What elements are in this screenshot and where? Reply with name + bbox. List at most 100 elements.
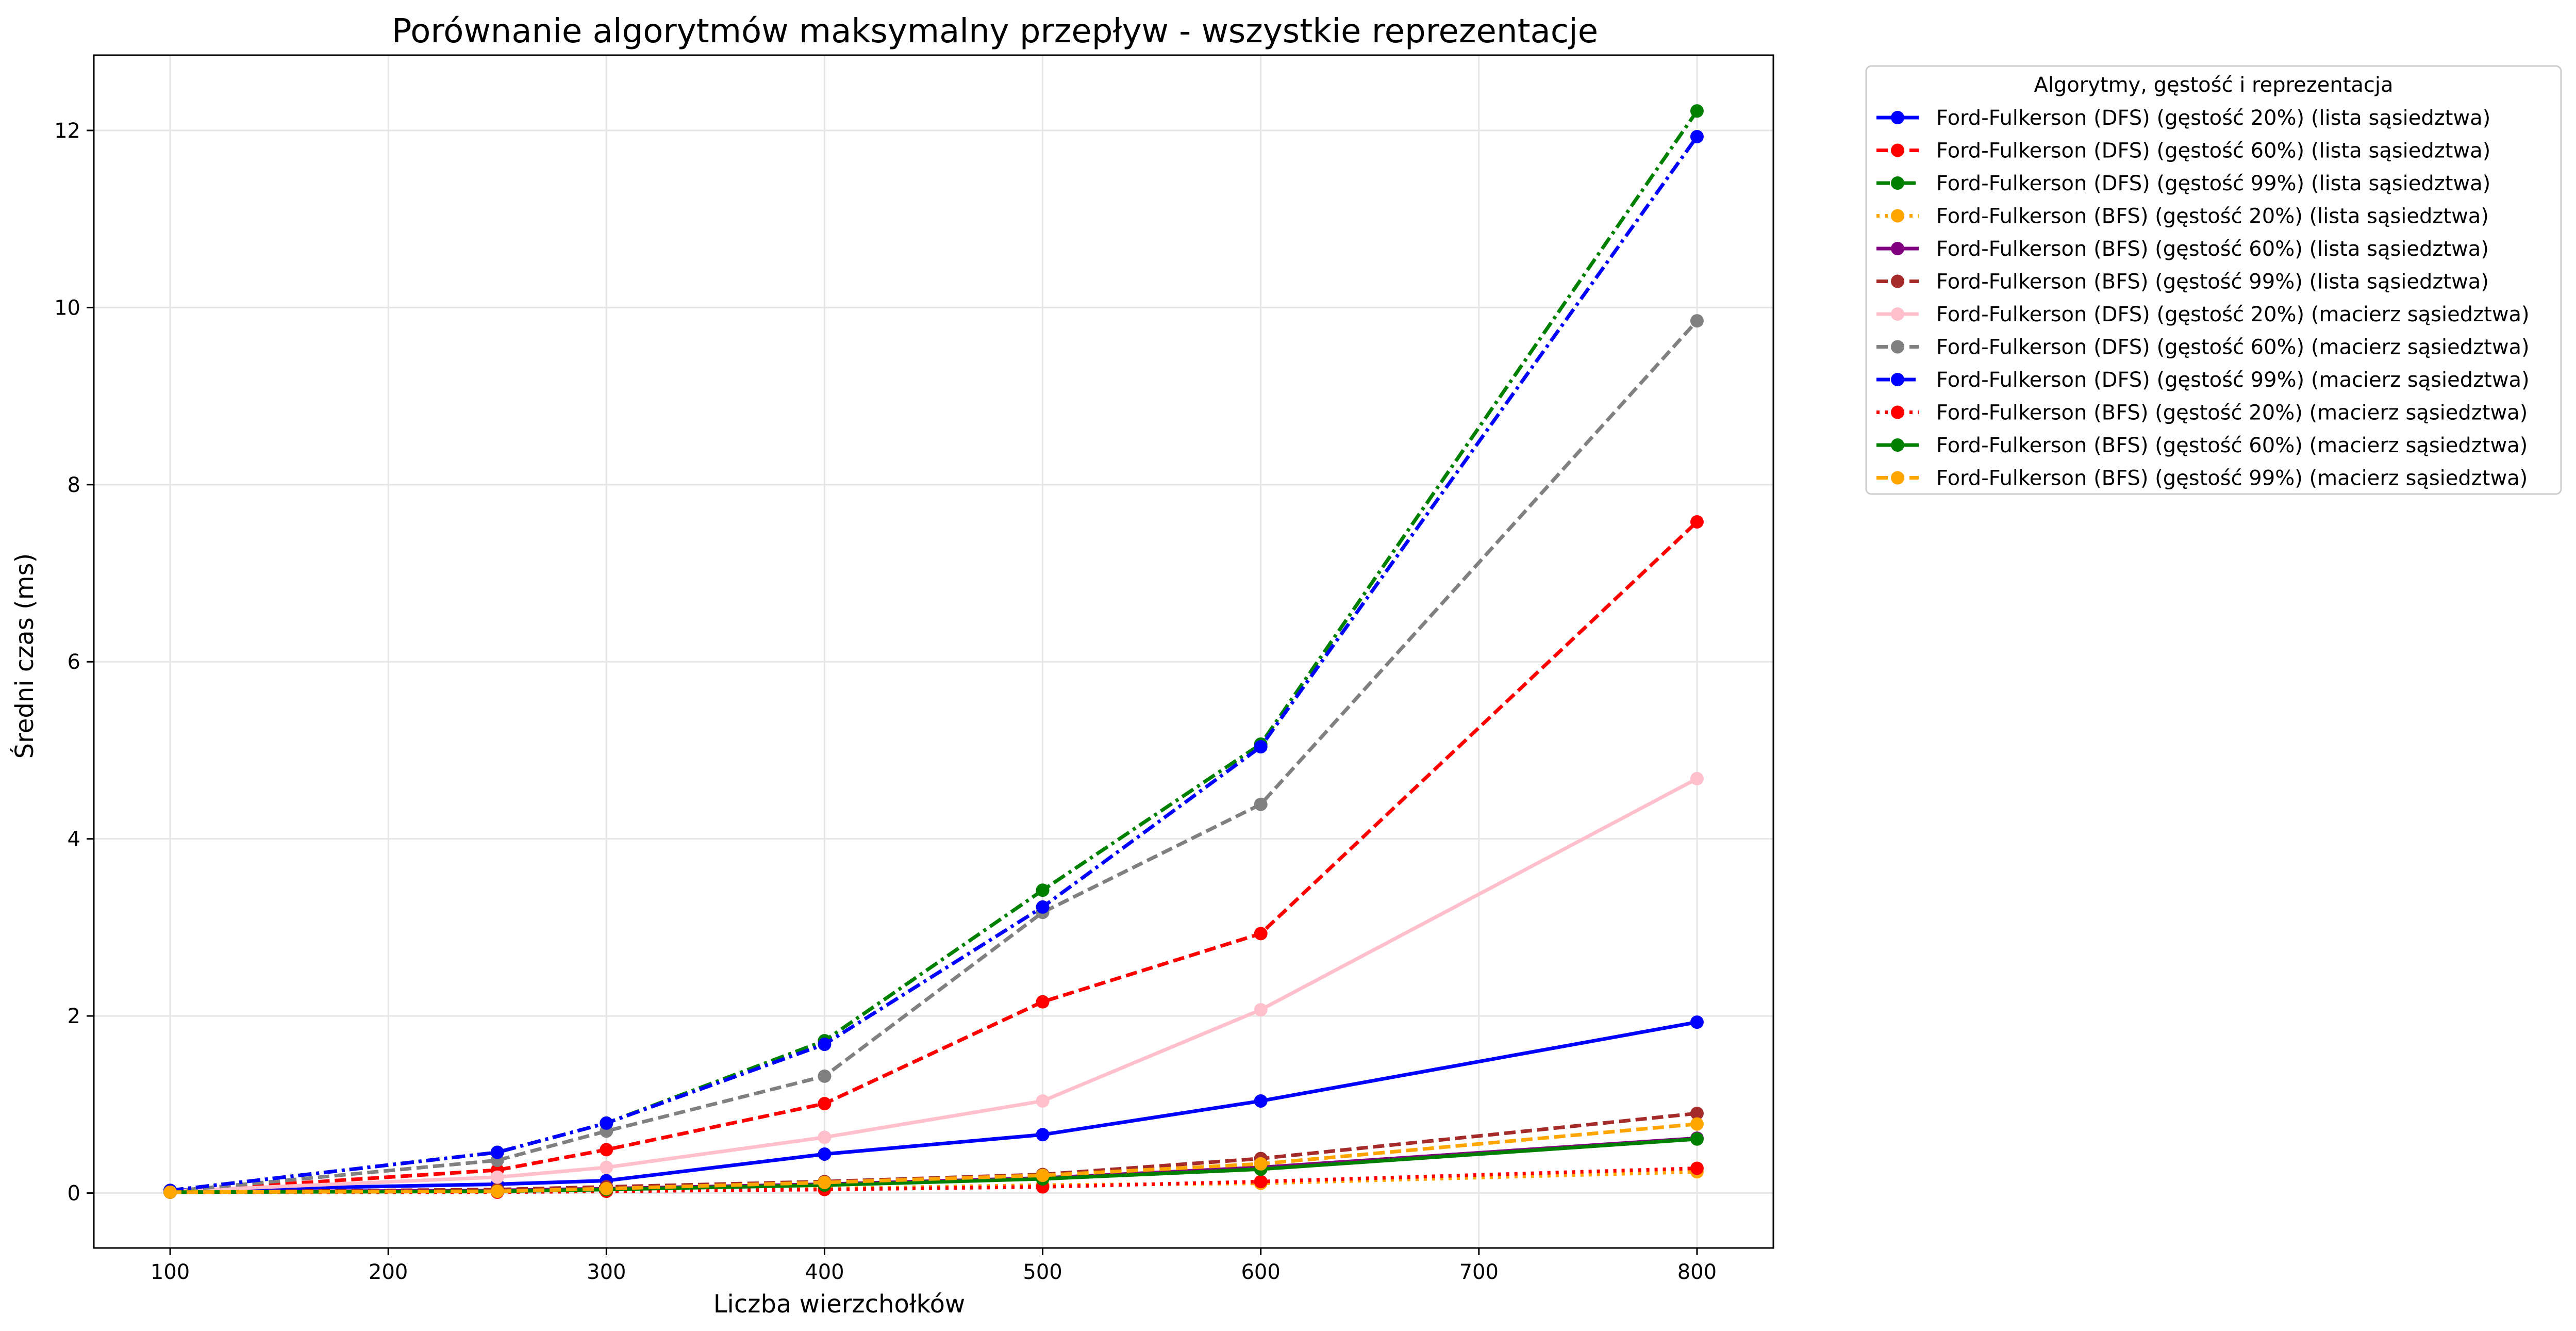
ticks: 100 200 300 400 500 600 700 800 0 2 4 6 8 10 12: [54, 119, 1717, 1284]
series-9: [163, 129, 1704, 1197]
plot-frame: [93, 54, 1774, 1249]
data-point: [490, 1145, 504, 1159]
data-point: [1254, 1157, 1268, 1171]
legend-label: Ford-Fulkerson (DFS) (gęstość 20%) (maci…: [1936, 303, 2530, 326]
series-12: [163, 1117, 1704, 1199]
series-3: [163, 104, 1704, 1197]
y-tick-label: 2: [68, 1005, 80, 1028]
legend-item: Ford-Fulkerson (DFS) (gęstość 60%) (maci…: [1876, 336, 2530, 359]
data-point: [1254, 740, 1268, 754]
data-point: [600, 1181, 613, 1195]
data-point: [1036, 1128, 1050, 1142]
y-tick-label: 12: [54, 119, 80, 143]
legend-item: Ford-Fulkerson (DFS) (gęstość 60%) (list…: [1876, 139, 2490, 163]
legend-label: Ford-Fulkerson (DFS) (gęstość 20%) (list…: [1936, 106, 2490, 130]
data-point: [163, 1185, 177, 1199]
data-point: [1036, 995, 1050, 1009]
y-axis-label: Średni czas (ms): [10, 553, 39, 759]
data-point: [1690, 771, 1704, 785]
data-point: [1690, 314, 1704, 328]
series-8: [163, 314, 1704, 1198]
legend-item: Ford-Fulkerson (BFS) (gęstość 99%) (maci…: [1876, 467, 2528, 490]
series-line: [170, 135, 1699, 1192]
data-point: [1036, 900, 1050, 914]
data-point: [1690, 1161, 1704, 1175]
y-tick-label: 4: [68, 828, 80, 851]
x-tick-label: 100: [151, 1260, 190, 1284]
data-point: [818, 1130, 832, 1144]
legend-marker: [1891, 307, 1904, 321]
legend-label: Ford-Fulkerson (DFS) (gęstość 99%) (list…: [1936, 172, 2490, 195]
legend-box: [1865, 65, 2562, 495]
legend-item: Ford-Fulkerson (BFS) (gęstość 20%) (maci…: [1876, 401, 2528, 425]
x-tick-label: 400: [805, 1260, 844, 1284]
series-layer: [163, 104, 1704, 1199]
legend: Algorytmy, gęstość i reprezentacja Ford-…: [1865, 65, 2562, 495]
data-point: [1690, 1015, 1704, 1029]
data-point: [818, 1097, 832, 1111]
data-point: [1254, 927, 1268, 941]
legend-marker: [1891, 242, 1904, 255]
x-tick-label: 600: [1241, 1260, 1280, 1284]
data-point: [1254, 797, 1268, 811]
data-point: [1690, 129, 1704, 143]
data-point: [818, 1175, 832, 1189]
legend-marker: [1891, 209, 1904, 223]
x-axis-label: Liczba wierzchołków: [713, 1290, 965, 1319]
series-line: [170, 777, 1698, 1193]
data-point: [1690, 1117, 1704, 1131]
x-tick-label: 800: [1677, 1260, 1717, 1284]
legend-label: Ford-Fulkerson (BFS) (gęstość 20%) (maci…: [1936, 401, 2528, 425]
legend-item: Ford-Fulkerson (BFS) (gęstość 20%) (list…: [1876, 205, 2489, 228]
legend-item: Ford-Fulkerson (BFS) (gęstość 60%) (list…: [1876, 237, 2489, 261]
legend-marker: [1891, 471, 1904, 485]
data-point: [818, 1038, 832, 1051]
data-point: [818, 1069, 832, 1083]
x-tick-label: 500: [1023, 1260, 1062, 1284]
legend-item: Ford-Fulkerson (BFS) (gęstość 60%) (maci…: [1876, 434, 2528, 457]
legend-label: Ford-Fulkerson (BFS) (gęstość 60%) (maci…: [1936, 434, 2528, 457]
y-tick-label: 0: [68, 1182, 80, 1206]
legend-marker: [1891, 111, 1904, 124]
legend-marker: [1891, 274, 1904, 288]
legend-label: Ford-Fulkerson (DFS) (gęstość 60%) (list…: [1936, 139, 2490, 163]
x-tick-label: 700: [1459, 1260, 1499, 1284]
legend-marker: [1891, 373, 1904, 386]
grid: [94, 55, 1773, 1248]
data-point: [1690, 1106, 1704, 1120]
data-point: [1690, 1132, 1704, 1146]
series-line: [170, 1020, 1698, 1192]
data-point: [1036, 1094, 1050, 1108]
legend-marker: [1891, 438, 1904, 452]
series-2: [163, 515, 1704, 1198]
legend-label: Ford-Fulkerson (DFS) (gęstość 99%) (maci…: [1936, 368, 2530, 392]
data-point: [1036, 1169, 1050, 1182]
data-point: [1690, 104, 1704, 118]
data-point: [1690, 515, 1704, 529]
data-point: [600, 1143, 613, 1157]
data-point: [490, 1170, 504, 1184]
series-7: [163, 771, 1704, 1198]
legend-item: Ford-Fulkerson (DFS) (gęstość 20%) (list…: [1876, 106, 2490, 130]
x-tick-label: 200: [369, 1260, 408, 1284]
data-point: [1254, 1175, 1268, 1189]
series-line: [170, 319, 1699, 1193]
data-point: [1254, 1094, 1268, 1108]
legend-item: Ford-Fulkerson (DFS) (gęstość 99%) (maci…: [1876, 368, 2530, 392]
y-tick-label: 8: [68, 473, 80, 497]
data-point: [600, 1160, 613, 1174]
legend-marker: [1891, 176, 1904, 190]
x-tick-label: 300: [587, 1260, 626, 1284]
series-line: [170, 1136, 1698, 1194]
data-point: [600, 1116, 613, 1130]
legend-marker: [1891, 340, 1904, 354]
legend-label: Ford-Fulkerson (DFS) (gęstość 60%) (maci…: [1936, 336, 2530, 359]
series-line: [170, 110, 1699, 1192]
data-point: [490, 1185, 504, 1198]
legend-marker: [1891, 405, 1904, 419]
data-point: [1254, 1003, 1268, 1017]
legend-item: Ford-Fulkerson (DFS) (gęstość 20%) (maci…: [1876, 303, 2530, 326]
legend-label: Ford-Fulkerson (BFS) (gęstość 60%) (list…: [1936, 237, 2489, 261]
legend-label: Ford-Fulkerson (BFS) (gęstość 99%) (maci…: [1936, 467, 2528, 490]
legend-item: Ford-Fulkerson (DFS) (gęstość 99%) (list…: [1876, 172, 2490, 195]
